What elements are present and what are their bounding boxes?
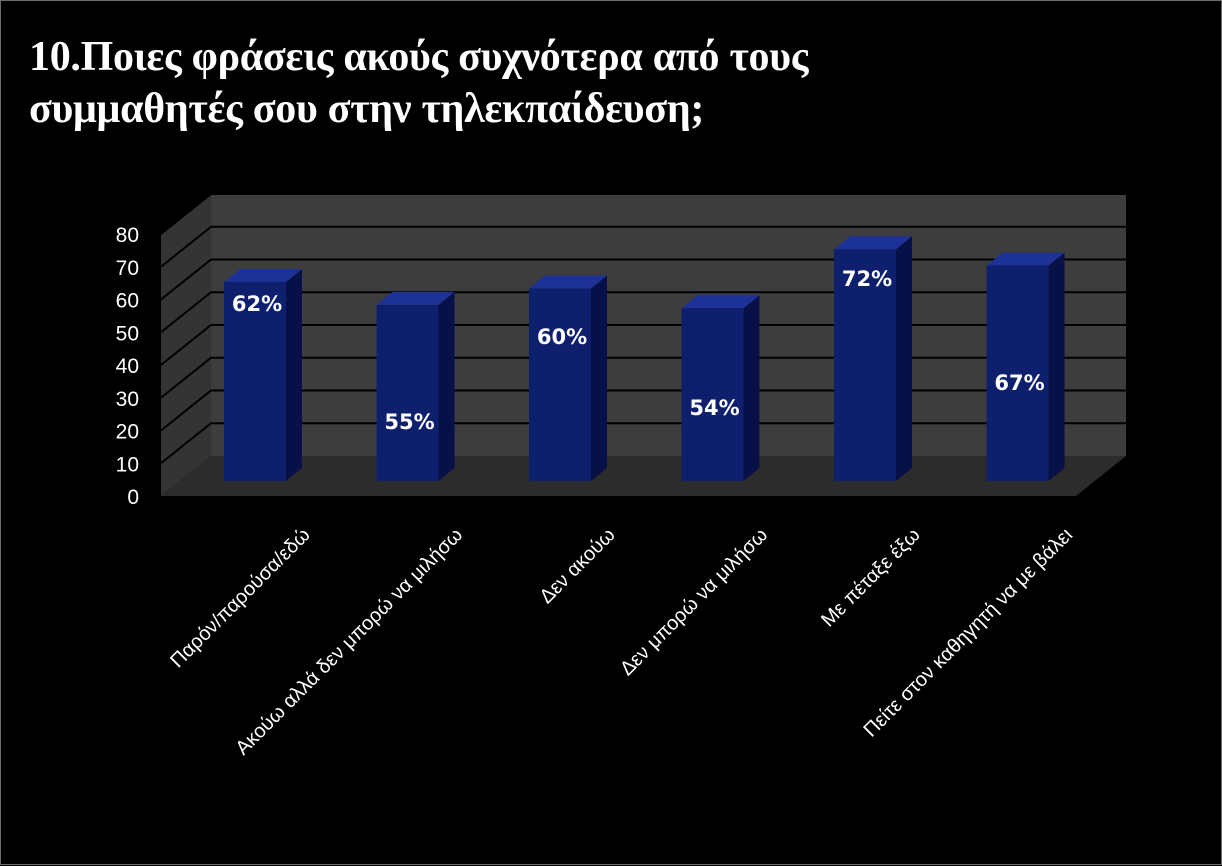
y-tick-label: 60: [116, 290, 139, 313]
bar-side: [743, 295, 760, 481]
gridline: [160, 258, 1126, 301]
chart-title-line-1: 10.Ποιες φράσεις ακούς συχνότερα από του…: [29, 34, 809, 80]
data-label: 54%: [689, 396, 739, 420]
y-tick-label: 80: [116, 224, 139, 247]
chart-walls: [161, 194, 1126, 496]
bar-group: 62%: [224, 268, 302, 481]
x-tick-label: Με πέταξε έξω: [817, 524, 924, 631]
bar-side: [438, 291, 455, 481]
bar-side: [591, 275, 607, 481]
data-label: 72%: [842, 267, 892, 291]
gridline: [160, 356, 1126, 399]
gridline: [160, 225, 1126, 268]
bar: [834, 249, 896, 481]
bar-top: [681, 295, 760, 309]
y-tick-label: 40: [116, 355, 139, 378]
bar-group: 54%: [681, 295, 760, 481]
chart-title-line-2: συμμαθητές σου στην τηλεκπαίδευση;: [29, 86, 705, 132]
bar: [529, 288, 591, 481]
gridlines: [160, 193, 1126, 465]
floor: [161, 456, 1126, 496]
bar-top: [986, 252, 1065, 266]
bars: 62% 55% 60% 54% 72% 67%: [224, 236, 1065, 481]
bar-top: [529, 275, 607, 289]
y-tick-label: 30: [116, 388, 139, 411]
y-tick-label: 0: [127, 486, 139, 509]
data-label: 62%: [232, 292, 282, 316]
chart-title: 10.Ποιες φράσεις ακούς συχνότερα από του…: [29, 31, 1029, 135]
y-tick-label: 70: [116, 257, 139, 280]
bar-top: [224, 268, 302, 282]
gridline: [160, 291, 1126, 334]
y-tick-label: 10: [116, 453, 139, 476]
bar: [681, 308, 744, 481]
bar-top: [376, 291, 455, 305]
bar-top: [834, 236, 912, 250]
gridline: [160, 193, 1126, 235]
bar-side: [896, 236, 912, 481]
bar-group: 67%: [986, 252, 1065, 481]
y-tick-label: 50: [116, 322, 139, 345]
bar-group: 60%: [529, 275, 607, 481]
data-label: 60%: [537, 325, 587, 349]
bar: [986, 265, 1049, 481]
gridline: [160, 389, 1126, 432]
bar: [376, 304, 439, 481]
x-tick-label: Παρόν/παρούσα/εδώ: [166, 524, 314, 672]
bar-side: [286, 268, 302, 481]
y-tick-label: 20: [116, 421, 139, 444]
bar: [224, 281, 286, 481]
gridline: [160, 324, 1126, 366]
bar-group: 72%: [834, 236, 912, 481]
x-tick-label: Δεν μπορώ να μιλήσω: [616, 524, 772, 680]
bar-group: 55%: [376, 291, 455, 481]
x-tick-label: Δεν ακούω: [536, 524, 620, 608]
data-label: 67%: [994, 371, 1044, 395]
bar-side: [1048, 252, 1065, 481]
y-axis-ticks: 0 10 20 30 40 50 60 70 80: [116, 224, 139, 509]
data-label: 55%: [384, 410, 434, 434]
gridline: [160, 422, 1126, 465]
